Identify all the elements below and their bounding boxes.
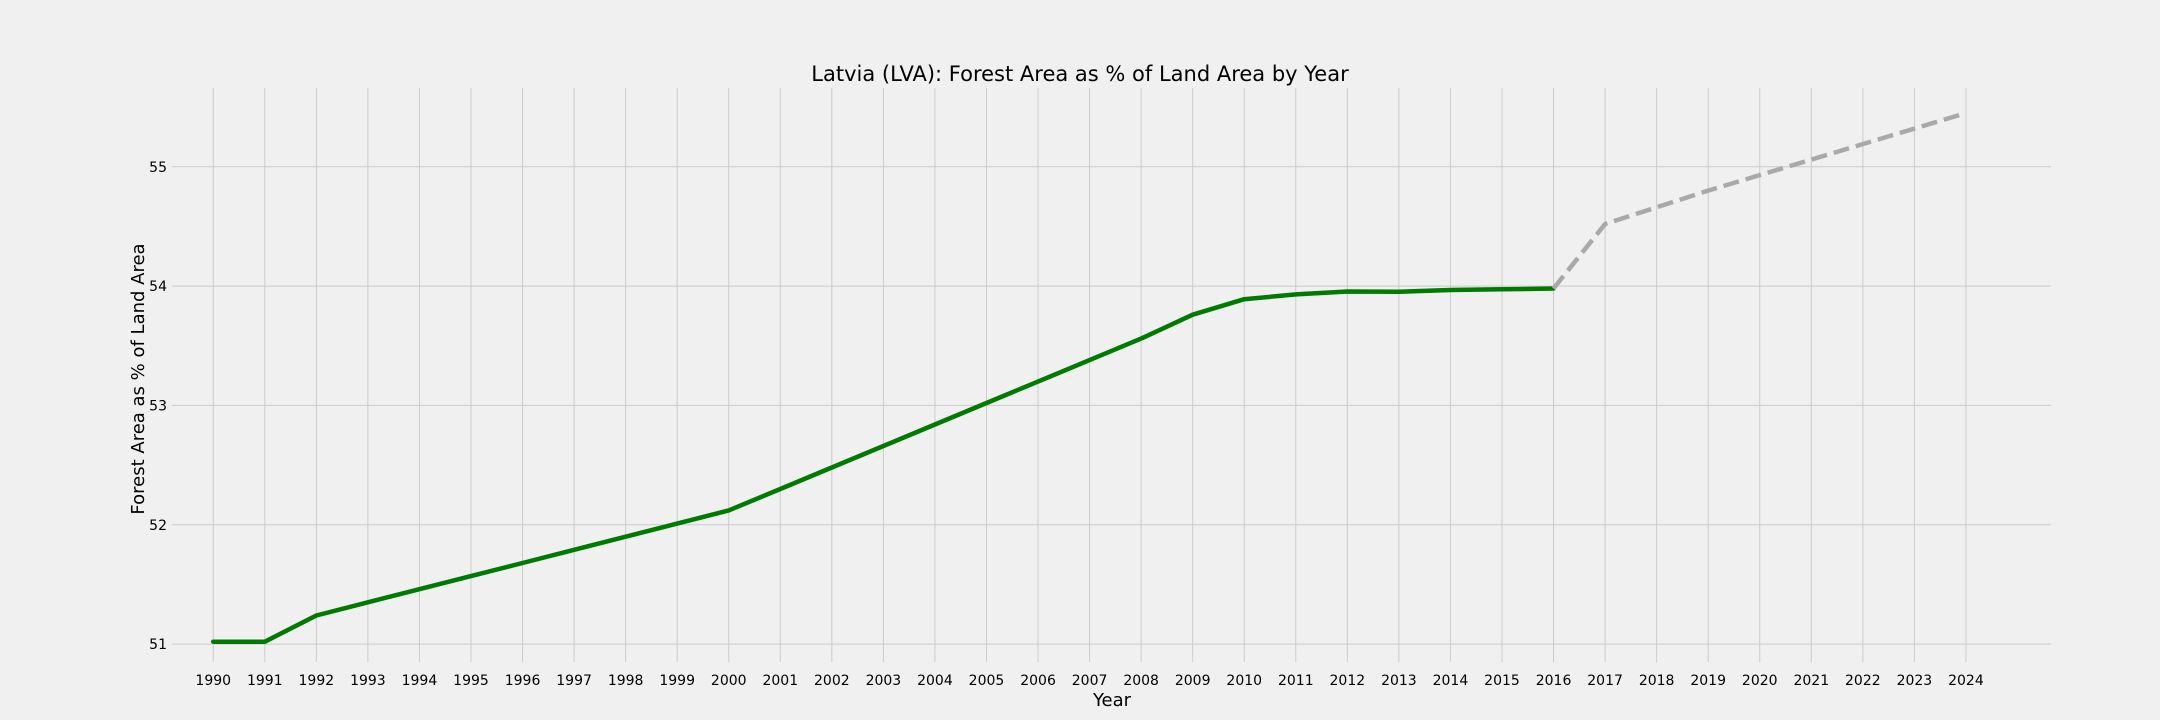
x-tick-label: 2021	[1793, 673, 1829, 689]
x-gridlines	[212, 88, 1967, 662]
x-tick-label: 2010	[1226, 673, 1262, 689]
x-tick-labels: 1990 1991 1992 1993 1994 1995 1996 1997 1998 1999…	[195, 673, 1983, 689]
x-tick-label: 2020	[1742, 673, 1778, 689]
x-tick-label: 1992	[299, 673, 335, 689]
y-gridlines	[172, 166, 2051, 645]
actual-series-line	[210, 286, 1556, 644]
x-tick-label: 1990	[195, 673, 231, 689]
y-axis-label: Forest Area as % of Land Area	[128, 243, 149, 514]
chart-title: Latvia (LVA): Forest Area as % of Land A…	[811, 62, 1349, 86]
x-tick-label: 2022	[1845, 673, 1881, 689]
x-tick-label: 2000	[711, 673, 747, 689]
y-tick-labels: 51 52 53 54 55	[149, 160, 167, 653]
x-tick-label: 2001	[762, 673, 798, 689]
y-tick-label: 55	[149, 160, 167, 176]
y-tick-label: 54	[149, 279, 167, 295]
x-tick-label: 2016	[1536, 673, 1572, 689]
projected-series-line	[1551, 110, 1967, 290]
x-tick-label: 1997	[556, 673, 592, 689]
x-tick-label: 2004	[917, 673, 953, 689]
x-tick-label: 1998	[608, 673, 644, 689]
x-tick-label: 1993	[350, 673, 386, 689]
x-tick-label: 2023	[1897, 673, 1933, 689]
x-tick-label: 1994	[402, 673, 438, 689]
x-tick-label: 1996	[505, 673, 541, 689]
x-tick-label: 2018	[1639, 673, 1675, 689]
x-tick-label: 2003	[866, 673, 902, 689]
x-tick-label: 2015	[1484, 673, 1520, 689]
x-tick-label: 2013	[1381, 673, 1417, 689]
y-tick-label: 53	[149, 398, 167, 414]
series-layer	[210, 110, 1967, 644]
x-axis-label: Year	[1092, 690, 1132, 711]
x-tick-label: 2024	[1948, 673, 1984, 689]
x-tick-label: 2008	[1123, 673, 1159, 689]
y-tick-label: 52	[149, 518, 167, 534]
x-tick-label: 2005	[969, 673, 1005, 689]
x-tick-label: 1991	[247, 673, 283, 689]
x-tick-label: 1999	[659, 673, 695, 689]
x-tick-label: 1995	[453, 673, 489, 689]
x-tick-label: 2007	[1072, 673, 1108, 689]
x-tick-label: 2006	[1020, 673, 1056, 689]
x-tick-label: 2012	[1330, 673, 1366, 689]
x-tick-label: 2002	[814, 673, 850, 689]
x-tick-label: 2009	[1175, 673, 1211, 689]
x-tick-label: 2019	[1690, 673, 1726, 689]
x-tick-label: 2014	[1433, 673, 1469, 689]
x-tick-label: 2011	[1278, 673, 1314, 689]
x-tick-label: 2017	[1587, 673, 1623, 689]
y-tick-label: 51	[149, 637, 167, 653]
